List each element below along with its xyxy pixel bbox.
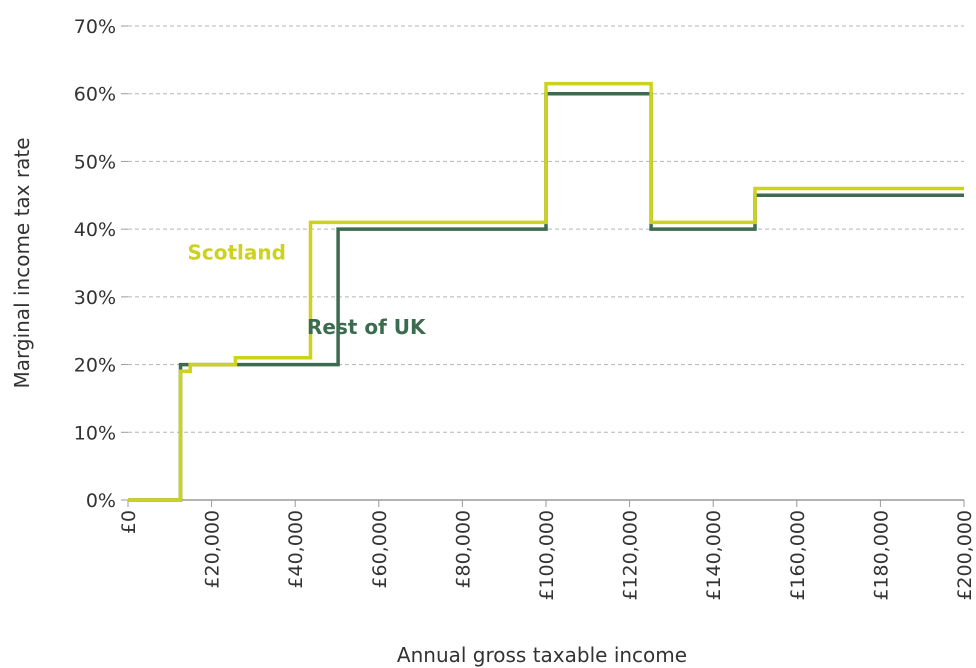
x-axis-title: Annual gross taxable income [397, 643, 687, 667]
x-tick-label: £120,000 [620, 510, 642, 601]
y-tick-label: 50% [74, 151, 116, 173]
y-tick-label: 30% [74, 287, 116, 309]
y-tick-label: 60% [74, 84, 116, 106]
series-label-scotland: Scotland [187, 241, 285, 265]
x-tick-label: £100,000 [536, 510, 558, 601]
y-tick-label: 10% [74, 422, 116, 444]
x-tick-label: £60,000 [369, 510, 391, 589]
x-tick-label: £140,000 [703, 510, 725, 601]
series-label-rest-of-uk: Rest of UK [307, 315, 427, 339]
y-axis-title: Marginal income tax rate [10, 137, 34, 388]
x-tick-label: £20,000 [202, 510, 224, 589]
x-tick-label: £80,000 [452, 510, 474, 589]
series-annotations: Scotland Rest of UK [187, 241, 427, 339]
y-axis-ticks: 0% 10% 20% 30% 40% 50% 60% 70% [74, 16, 128, 512]
x-tick-label: £200,000 [954, 510, 976, 601]
x-tick-label: £160,000 [787, 510, 809, 601]
x-tick-label: £180,000 [870, 510, 892, 601]
x-axis-ticks: £0 £20,000 £40,000 £60,000 £80,000 £100,000 £1… [118, 500, 976, 601]
y-tick-label: 40% [74, 219, 116, 241]
x-tick-label: £40,000 [285, 510, 307, 589]
y-tick-label: 70% [74, 16, 116, 38]
y-tick-label: 20% [74, 355, 116, 377]
series-line-scotland [128, 81, 964, 502]
x-tick-label: £0 [118, 510, 140, 534]
series-lines [128, 81, 964, 502]
y-tick-label: 0% [86, 490, 116, 512]
